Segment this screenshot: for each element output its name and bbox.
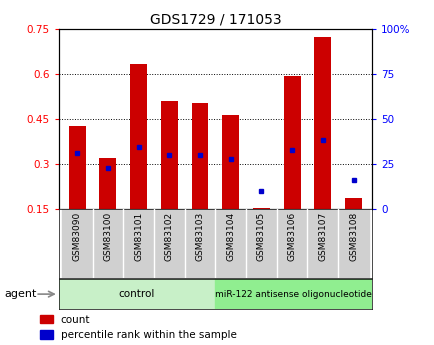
Bar — [314, 37, 330, 209]
Text: GSM83108: GSM83108 — [348, 212, 357, 262]
Legend: count, percentile rank within the sample: count, percentile rank within the sample — [40, 315, 236, 340]
Bar — [59, 279, 215, 309]
Bar — [191, 102, 208, 209]
Bar — [130, 64, 147, 209]
Bar — [161, 101, 178, 209]
Text: GSM83101: GSM83101 — [134, 212, 143, 262]
Text: GSM83104: GSM83104 — [226, 212, 235, 261]
Bar — [246, 209, 276, 278]
Bar — [69, 127, 85, 209]
Bar — [337, 209, 368, 278]
Bar — [92, 209, 123, 278]
Bar — [99, 158, 116, 209]
Text: GDS1729 / 171053: GDS1729 / 171053 — [149, 12, 280, 26]
Text: GSM83103: GSM83103 — [195, 212, 204, 262]
Text: control: control — [118, 289, 155, 299]
Bar — [252, 208, 269, 209]
Text: GSM83106: GSM83106 — [287, 212, 296, 262]
Text: miR-122 antisense oligonucleotide: miR-122 antisense oligonucleotide — [215, 289, 371, 299]
Text: agent: agent — [4, 289, 36, 299]
Bar — [222, 115, 239, 209]
Bar — [184, 209, 215, 278]
Text: GSM83107: GSM83107 — [318, 212, 326, 262]
Bar — [62, 209, 92, 278]
Text: GSM83090: GSM83090 — [72, 212, 82, 262]
Bar — [215, 279, 371, 309]
Bar — [123, 209, 154, 278]
Bar — [283, 76, 300, 209]
Bar — [307, 209, 337, 278]
Bar — [215, 209, 246, 278]
Text: GSM83100: GSM83100 — [103, 212, 112, 262]
Bar — [276, 209, 307, 278]
Text: GSM83105: GSM83105 — [256, 212, 265, 262]
Bar — [154, 209, 184, 278]
Bar — [344, 198, 361, 209]
Text: GSM83102: GSM83102 — [164, 212, 173, 261]
